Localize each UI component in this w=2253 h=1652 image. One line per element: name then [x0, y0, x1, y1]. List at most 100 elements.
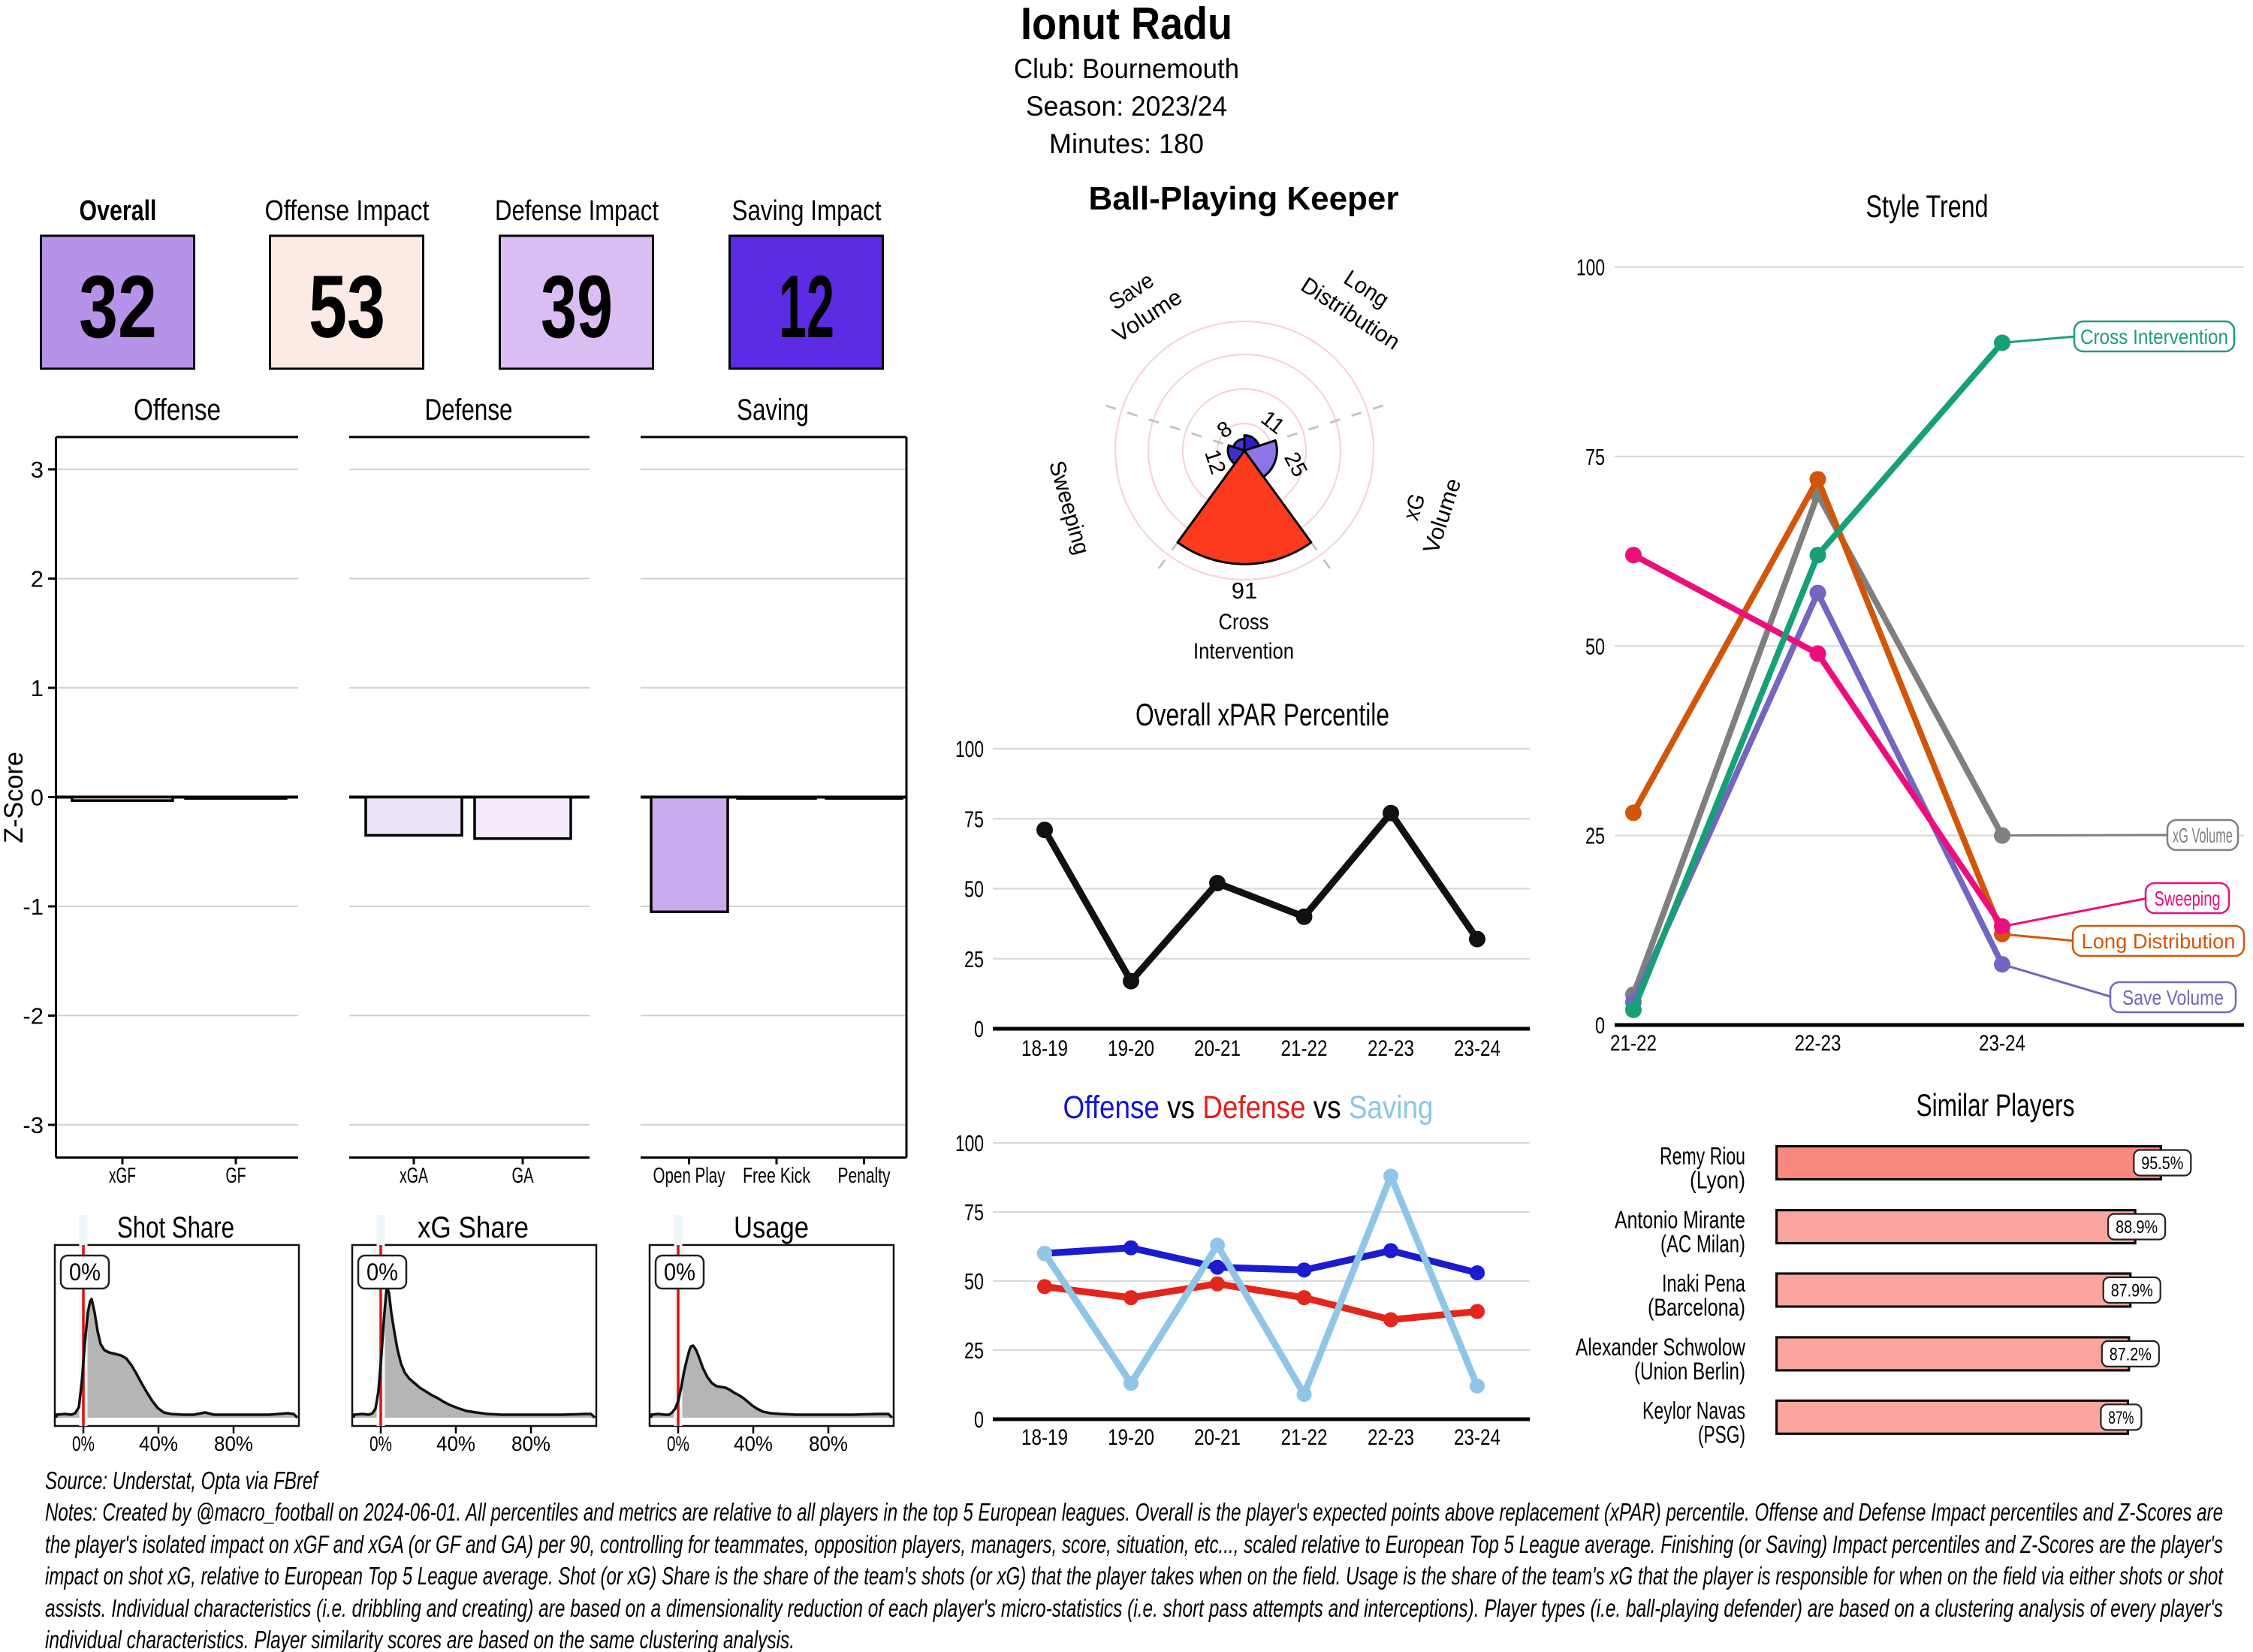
- svg-text:individual characteristics. Pl: individual characteristics. Player simil…: [45, 1626, 795, 1652]
- svg-text:12: 12: [779, 258, 834, 357]
- svg-text:23-24: 23-24: [1454, 1425, 1500, 1450]
- svg-text:(AC Milan): (AC Milan): [1660, 1231, 1745, 1258]
- svg-text:Save Volume: Save Volume: [2122, 986, 2224, 1009]
- svg-text:GF: GF: [226, 1164, 246, 1188]
- svg-text:0%: 0%: [69, 1259, 101, 1286]
- svg-text:GA: GA: [512, 1164, 534, 1188]
- svg-text:Offense Impact: Offense Impact: [265, 195, 430, 227]
- svg-text:32: 32: [79, 258, 157, 357]
- svg-text:40%: 40%: [139, 1432, 178, 1455]
- svg-text:25: 25: [1585, 823, 1605, 849]
- svg-text:18-19: 18-19: [1021, 1036, 1068, 1061]
- svg-text:Saving Impact: Saving Impact: [732, 195, 882, 227]
- svg-text:assists. Individual characteri: assists. Individual characteristics (i.e…: [45, 1594, 2223, 1622]
- svg-text:22-23: 22-23: [1368, 1036, 1414, 1061]
- svg-text:Saving: Saving: [737, 393, 809, 427]
- svg-text:Penalty: Penalty: [838, 1164, 891, 1188]
- svg-text:19-20: 19-20: [1108, 1036, 1154, 1061]
- svg-text:22-23: 22-23: [1795, 1031, 1841, 1056]
- svg-text:88.9%: 88.9%: [2116, 1217, 2158, 1237]
- svg-text:50: 50: [964, 1268, 984, 1295]
- svg-text:0: 0: [1595, 1012, 1605, 1039]
- svg-text:0%: 0%: [369, 1432, 392, 1455]
- svg-text:87.2%: 87.2%: [2110, 1344, 2152, 1364]
- svg-text:Sweeping: Sweeping: [2155, 887, 2221, 910]
- svg-text:xGA: xGA: [400, 1164, 428, 1188]
- svg-text:53: 53: [309, 258, 385, 357]
- svg-text:20-21: 20-21: [1194, 1036, 1241, 1061]
- svg-text:Overall xPAR Percentile: Overall xPAR Percentile: [1136, 697, 1389, 732]
- svg-text:Free Kick: Free Kick: [743, 1164, 810, 1188]
- svg-text:50: 50: [1585, 633, 1605, 659]
- svg-text:2: 2: [31, 566, 44, 592]
- svg-text:21-22: 21-22: [1281, 1036, 1328, 1061]
- svg-text:Minutes: 180: Minutes: 180: [1049, 128, 1204, 159]
- svg-text:22-23: 22-23: [1368, 1425, 1414, 1450]
- svg-text:Antonio Mirante: Antonio Mirante: [1615, 1207, 1745, 1234]
- svg-text:Long Distribution: Long Distribution: [2082, 930, 2236, 953]
- svg-text:Remy Riou: Remy Riou: [1660, 1143, 1745, 1170]
- svg-text:100: 100: [955, 736, 984, 762]
- svg-text:25: 25: [964, 1337, 984, 1364]
- svg-text:50: 50: [964, 876, 984, 903]
- svg-text:0%: 0%: [366, 1259, 398, 1286]
- svg-text:Z-Score: Z-Score: [0, 752, 29, 843]
- svg-text:100: 100: [1576, 255, 1605, 281]
- svg-text:95.5%: 95.5%: [2141, 1153, 2183, 1174]
- svg-text:19-20: 19-20: [1108, 1425, 1154, 1450]
- svg-text:xG Volume: xG Volume: [2173, 824, 2233, 847]
- svg-text:Similar Players: Similar Players: [1917, 1087, 2075, 1123]
- svg-text:Usage: Usage: [734, 1211, 809, 1244]
- svg-text:40%: 40%: [436, 1432, 475, 1455]
- svg-text:-2: -2: [23, 1003, 44, 1029]
- svg-text:impact on shot xG, relative to: impact on shot xG, relative to European …: [45, 1562, 2224, 1590]
- svg-text:0: 0: [974, 1406, 984, 1433]
- svg-text:0%: 0%: [664, 1259, 695, 1286]
- svg-text:Offense: Offense: [134, 393, 221, 427]
- svg-text:40%: 40%: [734, 1432, 773, 1455]
- svg-text:75: 75: [1585, 444, 1605, 470]
- svg-text:75: 75: [964, 1199, 984, 1225]
- svg-text:21-22: 21-22: [1281, 1425, 1328, 1450]
- svg-text:Defense: Defense: [425, 393, 513, 427]
- svg-text:Style Trend: Style Trend: [1866, 188, 1989, 224]
- svg-text:(Union Berlin): (Union Berlin): [1634, 1358, 1745, 1385]
- svg-text:1: 1: [31, 675, 44, 701]
- svg-text:80%: 80%: [214, 1432, 253, 1455]
- svg-text:Season: 2023/24: Season: 2023/24: [1026, 91, 1227, 122]
- svg-text:-3: -3: [23, 1112, 44, 1138]
- svg-text:Notes: Created by @macro_footb: Notes: Created by @macro_football on 202…: [45, 1498, 2223, 1526]
- svg-text:18-19: 18-19: [1021, 1425, 1068, 1450]
- svg-text:75: 75: [964, 806, 984, 832]
- svg-text:Overall: Overall: [80, 195, 157, 227]
- svg-text:Cross Intervention: Cross Intervention: [2080, 325, 2228, 348]
- svg-text:25: 25: [964, 946, 984, 972]
- svg-text:(PSG): (PSG): [1698, 1421, 1745, 1448]
- svg-text:39: 39: [541, 258, 613, 357]
- svg-text:Open Play: Open Play: [653, 1164, 725, 1188]
- svg-text:80%: 80%: [511, 1432, 550, 1455]
- svg-text:Defense Impact: Defense Impact: [495, 195, 659, 227]
- svg-text:100: 100: [955, 1130, 984, 1156]
- svg-text:xGF: xGF: [109, 1164, 136, 1188]
- svg-text:(Barcelona): (Barcelona): [1648, 1294, 1745, 1321]
- svg-text:Club: Bournemouth: Club: Bournemouth: [1014, 53, 1239, 84]
- svg-text:91: 91: [1232, 577, 1257, 604]
- svg-text:Offense vs Defense vs Savi: Offense vs Defense vs Saving: [1063, 1090, 1434, 1126]
- svg-text:Alexander Schwolow: Alexander Schwolow: [1576, 1334, 1746, 1361]
- svg-text:21-22: 21-22: [1610, 1031, 1657, 1056]
- svg-text:87.9%: 87.9%: [2111, 1281, 2153, 1301]
- svg-text:-1: -1: [23, 894, 44, 920]
- svg-text:Keylor Navas: Keylor Navas: [1642, 1397, 1745, 1424]
- svg-text:Inaki Pena: Inaki Pena: [1662, 1270, 1745, 1297]
- svg-text:0: 0: [31, 785, 44, 811]
- svg-text:23-24: 23-24: [1454, 1036, 1500, 1061]
- svg-text:0%: 0%: [667, 1432, 689, 1455]
- svg-text:Ionut Radu: Ionut Radu: [1021, 0, 1232, 49]
- svg-text:the player's isolated impact o: the player's isolated impact on xGF and …: [45, 1530, 2223, 1558]
- svg-text:Cross: Cross: [1219, 610, 1269, 635]
- svg-text:Intervention: Intervention: [1193, 639, 1294, 664]
- svg-text:(Lyon): (Lyon): [1690, 1167, 1745, 1194]
- svg-text:23-24: 23-24: [1979, 1031, 2025, 1056]
- svg-text:0: 0: [974, 1016, 984, 1042]
